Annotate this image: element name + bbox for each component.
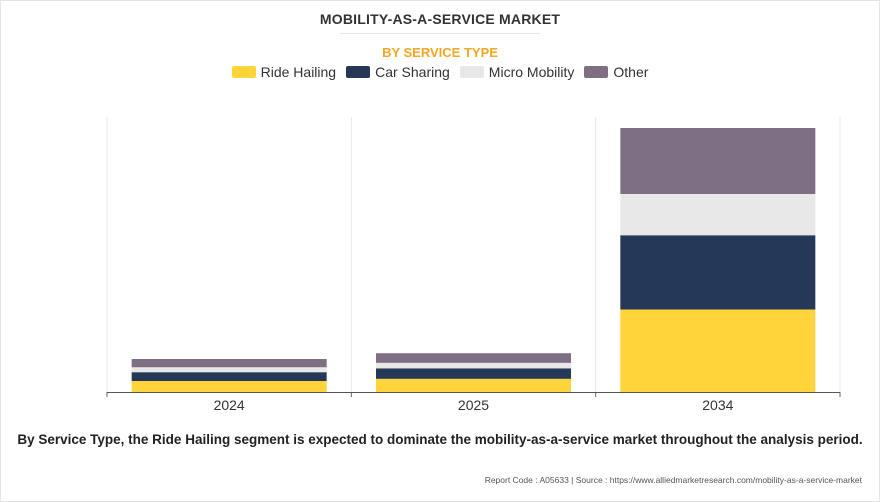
bar-segment-ride-hailing-2025[interactable]	[376, 378, 571, 392]
chart-caption: By Service Type, the Ride Hailing segmen…	[17, 432, 863, 447]
legend-swatch-micro-mobility	[459, 66, 484, 78]
bar-segment-other-2024[interactable]	[131, 359, 327, 368]
chart-subtitle: BY SERVICE TYPE	[382, 45, 498, 60]
bar-segment-micro-mobility-2034[interactable]	[620, 194, 816, 236]
bar-segment-other-2025[interactable]	[376, 353, 571, 363]
x-tick-label-2024: 2024	[214, 397, 245, 413]
bar-segment-car-sharing-2024[interactable]	[131, 372, 327, 381]
legend-label-car-sharing: Car Sharing	[375, 64, 450, 80]
legend-item-micro-mobility[interactable]: Micro Mobility	[459, 64, 575, 80]
legend-swatch-other	[584, 66, 609, 78]
legend-label-other: Other	[613, 64, 649, 80]
bar-segment-car-sharing-2025[interactable]	[376, 368, 571, 379]
bar-segment-ride-hailing-2034[interactable]	[620, 309, 816, 393]
x-tick-label-2025: 2025	[458, 397, 489, 413]
chart-title: MOBILITY-AS-A-SERVICE MARKET	[319, 11, 561, 27]
legend-item-other[interactable]: Other	[584, 64, 648, 80]
bar-segment-ride-hailing-2024[interactable]	[131, 381, 327, 392]
bar-segment-other-2034[interactable]	[620, 128, 816, 194]
legend-label-ride-hailing: Ride Hailing	[260, 64, 337, 80]
bar-segment-micro-mobility-2025[interactable]	[376, 362, 571, 369]
legend-item-ride-hailing[interactable]: Ride Hailing	[231, 64, 337, 80]
legend-swatch-ride-hailing	[231, 66, 256, 78]
legend: Ride Hailing Car Sharing Micro Mobility …	[0, 64, 880, 80]
bar-segment-car-sharing-2034[interactable]	[620, 235, 816, 310]
legend-swatch-car-sharing	[346, 66, 371, 78]
title-divider	[340, 33, 540, 34]
legend-item-car-sharing[interactable]: Car Sharing	[346, 64, 450, 80]
bar-segment-micro-mobility-2024[interactable]	[131, 367, 327, 373]
x-tick-label-2034: 2034	[702, 397, 733, 413]
legend-label-micro-mobility: Micro Mobility	[488, 64, 575, 80]
stacked-bar-chart: 2024 2025 2034	[106, 117, 841, 413]
source-note: Report Code : A05633 | Source : https://…	[484, 475, 862, 485]
